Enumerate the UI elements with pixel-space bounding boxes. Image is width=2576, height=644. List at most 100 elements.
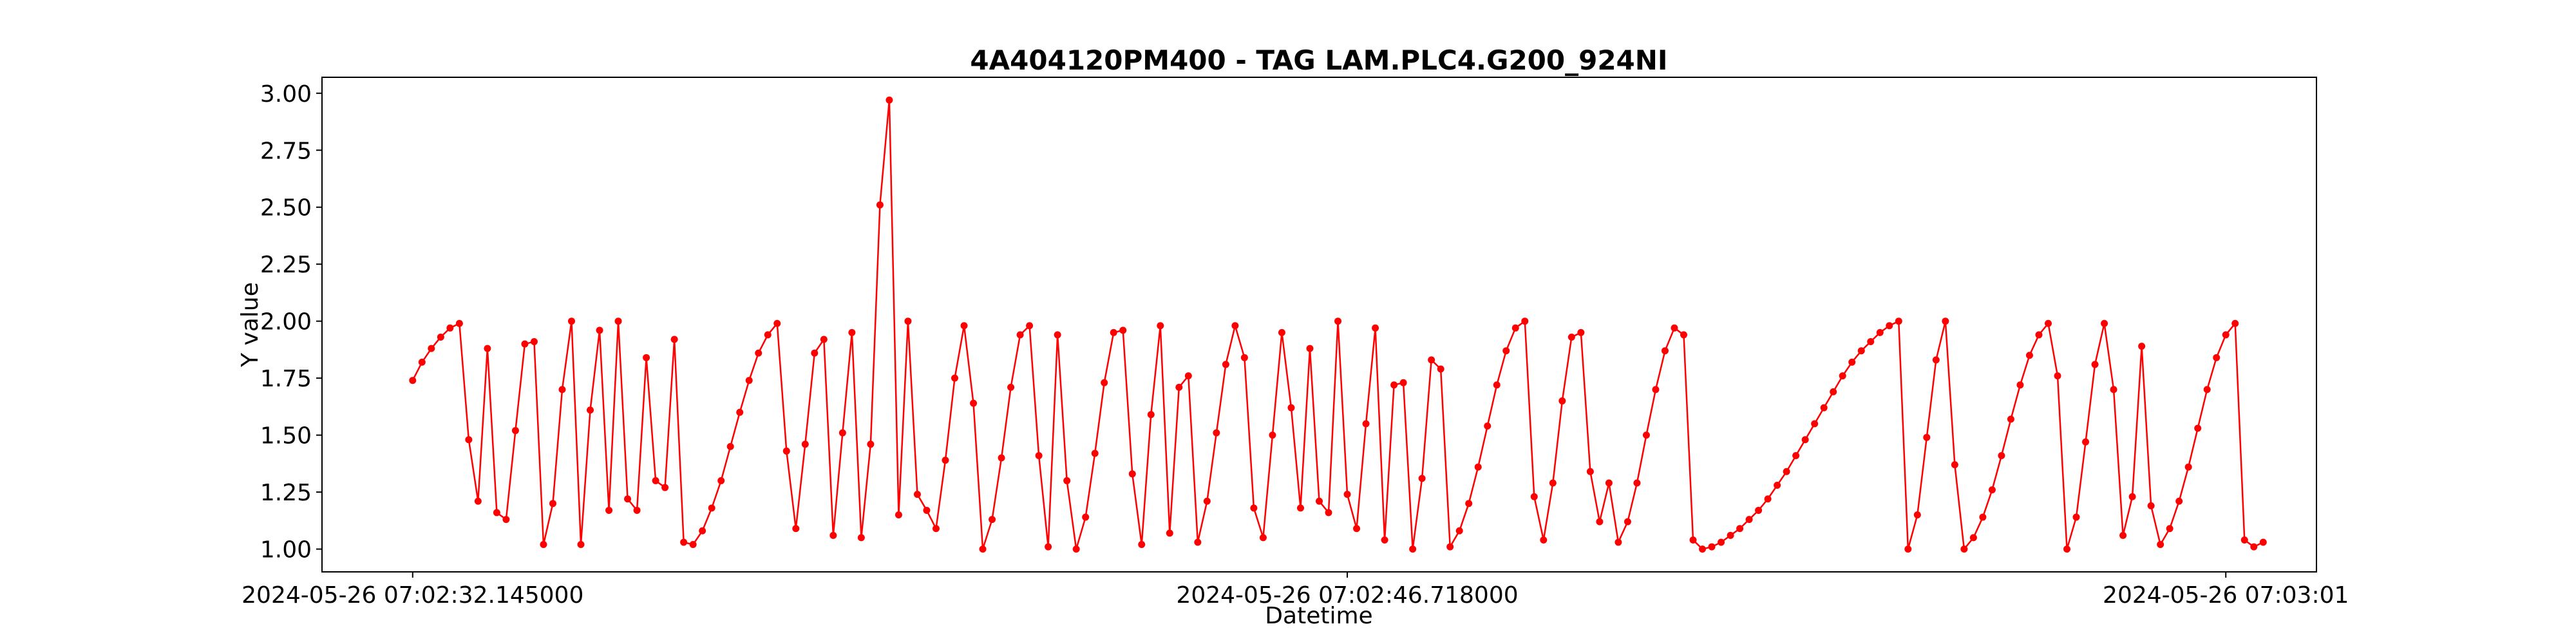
- data-point: [2054, 372, 2061, 380]
- data-point: [624, 495, 632, 503]
- data-point: [1194, 538, 1202, 546]
- data-point: [989, 516, 996, 524]
- data-point: [1960, 545, 1968, 553]
- data-point: [942, 457, 949, 464]
- data-point: [1521, 317, 1529, 325]
- data-point: [1745, 516, 1753, 524]
- data-point: [1783, 468, 1790, 475]
- data-point: [1876, 328, 1884, 336]
- data-point: [1072, 545, 1080, 553]
- data-point: [643, 354, 650, 361]
- data-point: [2063, 545, 2071, 553]
- data-point: [587, 406, 594, 414]
- data-point: [1811, 420, 1819, 428]
- data-point: [801, 440, 809, 448]
- data-point: [2203, 386, 2211, 393]
- data-point: [428, 345, 435, 352]
- data-point: [1567, 333, 1575, 341]
- data-point: [1857, 347, 1865, 355]
- y-tick-label: 1.75: [260, 366, 312, 392]
- data-point: [1848, 358, 1856, 366]
- data-point: [923, 506, 931, 514]
- data-point: [1316, 497, 1323, 505]
- data-point: [484, 345, 491, 352]
- data-point: [1203, 497, 1211, 505]
- data-point: [1801, 436, 1809, 444]
- data-point: [1222, 361, 1229, 368]
- data-point: [1446, 543, 1454, 551]
- data-point: [708, 504, 715, 512]
- data-point: [2222, 331, 2230, 339]
- data-point: [1502, 347, 1510, 355]
- data-point: [1166, 529, 1173, 537]
- data-point: [886, 96, 893, 104]
- data-point: [633, 506, 641, 514]
- data-point: [1119, 327, 1127, 334]
- data-point: [680, 538, 688, 546]
- data-point: [2157, 541, 2164, 549]
- data-point: [1577, 328, 1585, 336]
- data-point: [614, 317, 622, 325]
- y-tick-label: 1.50: [260, 423, 312, 450]
- data-point: [558, 386, 566, 393]
- data-point: [764, 331, 772, 339]
- y-tick-label: 2.50: [260, 195, 312, 222]
- data-point: [1045, 543, 1052, 551]
- data-point: [2259, 538, 2267, 546]
- data-point: [1913, 511, 1921, 519]
- data-point: [540, 541, 547, 549]
- data-point: [418, 358, 426, 366]
- y-tick-label: 2.75: [260, 138, 312, 164]
- data-point: [773, 319, 781, 327]
- data-point: [1774, 482, 1781, 489]
- y-tick-label: 1.00: [260, 537, 312, 564]
- data-point: [745, 377, 753, 384]
- data-point: [511, 427, 519, 435]
- data-point: [1932, 356, 1940, 364]
- data-point: [811, 349, 819, 357]
- data-point: [782, 447, 790, 455]
- data-point: [951, 374, 959, 382]
- data-point: [605, 506, 613, 514]
- data-point: [829, 531, 837, 539]
- data-point: [792, 525, 800, 533]
- data-point: [1250, 504, 1258, 512]
- data-point: [717, 477, 725, 484]
- data-point: [2091, 361, 2099, 368]
- data-point: [437, 333, 444, 341]
- data-point: [2213, 354, 2221, 361]
- data-point: [1764, 495, 1772, 503]
- data-point: [1558, 397, 1566, 405]
- data-point: [1026, 322, 1034, 330]
- data-point: [1605, 479, 1613, 487]
- y-tick-label: 3.00: [260, 81, 312, 108]
- data-point: [1128, 470, 1136, 478]
- data-point: [876, 201, 884, 209]
- data-point: [2147, 502, 2155, 509]
- data-point: [567, 317, 575, 325]
- data-point: [1615, 538, 1622, 546]
- data-point: [2044, 319, 2052, 327]
- data-point: [1830, 388, 1837, 395]
- data-point: [1671, 324, 1678, 332]
- data-point: [1465, 500, 1473, 507]
- data-point: [1418, 475, 1426, 482]
- data-point: [838, 429, 846, 437]
- data-point: [1549, 479, 1557, 487]
- data-point: [960, 322, 968, 330]
- data-point: [1661, 347, 1669, 355]
- data-point: [521, 340, 529, 348]
- data-point: [1755, 506, 1763, 514]
- data-point: [2138, 343, 2146, 350]
- data-point: [670, 336, 678, 343]
- data-point: [2250, 543, 2258, 551]
- x-tick-label: 2024-05-26 07:02:46.718000: [1176, 582, 1518, 609]
- data-point: [1652, 386, 1660, 393]
- data-point: [1904, 545, 1912, 553]
- data-point: [726, 442, 734, 450]
- data-point: [1101, 379, 1108, 386]
- data-point: [1951, 461, 1958, 469]
- data-point: [1231, 322, 1239, 330]
- data-point: [848, 328, 856, 336]
- x-tick-label: 2024-05-26 07:02:32.145000: [242, 582, 583, 609]
